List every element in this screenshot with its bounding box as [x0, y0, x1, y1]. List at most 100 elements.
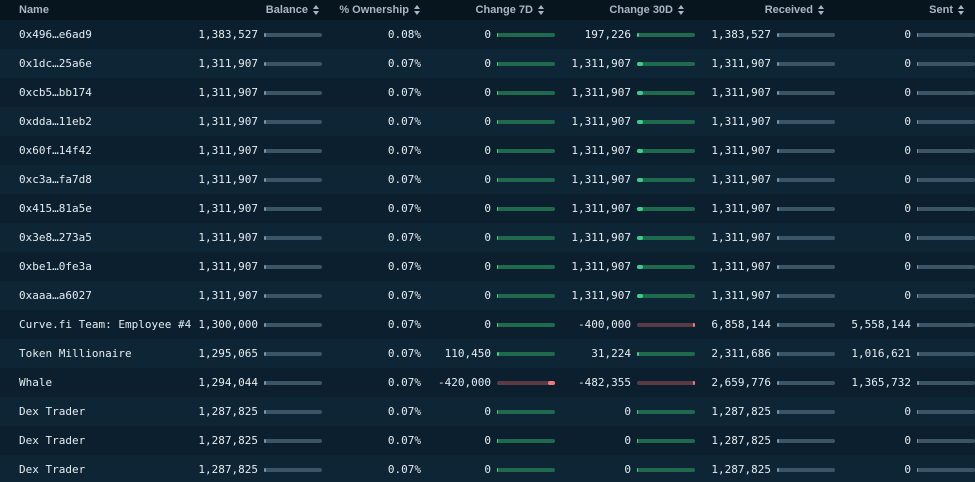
ownership-value: 0.07% — [387, 231, 421, 244]
change30d-value: 1,311,907 — [571, 289, 631, 302]
holder-name[interactable]: 0x415…81a5e — [0, 202, 190, 215]
sent-value: 0 — [904, 28, 911, 41]
holder-name-text: 0xcb5…bb174 — [19, 86, 92, 99]
change30d-bar-fill — [637, 409, 638, 414]
ownership-value: 0.07% — [387, 57, 421, 70]
table-row[interactable]: 0x415…81a5e 1,311,907 0.07% 0 1,311,907 … — [0, 194, 975, 223]
table-row[interactable]: Token Millionaire 1,295,065 0.07% 110,45… — [0, 339, 975, 368]
table-row[interactable]: 0x496…e6ad9 1,383,527 0.08% 0 197,226 1,… — [0, 20, 975, 49]
ownership-value: 0.07% — [387, 202, 421, 215]
received-bar — [777, 148, 835, 153]
holder-name-text: 0x60f…14f42 — [19, 144, 92, 157]
sent-bar — [917, 438, 975, 443]
column-header-change7d[interactable]: Change 7D — [425, 4, 555, 16]
change30d-cell: -400,000 — [555, 318, 695, 331]
ownership-cell: 0.07% — [330, 231, 425, 244]
table-row[interactable]: 0xc3a…fa7d8 1,311,907 0.07% 0 1,311,907 … — [0, 165, 975, 194]
received-bar-fill — [777, 206, 779, 211]
balance-bar — [264, 293, 322, 298]
table-row[interactable]: 0xdda…11eb2 1,311,907 0.07% 0 1,311,907 … — [0, 107, 975, 136]
sent-bar — [917, 293, 975, 298]
balance-bar — [264, 119, 322, 124]
change30d-bar — [637, 467, 695, 472]
sent-value: 0 — [904, 405, 911, 418]
balance-bar-fill — [264, 264, 266, 269]
received-value: 1,311,907 — [711, 260, 771, 273]
sent-cell: 0 — [835, 57, 975, 70]
column-header-name[interactable]: Name — [0, 4, 190, 16]
table-row[interactable]: Dex Trader 1,287,825 0.07% 0 0 1,287,825… — [0, 455, 975, 482]
sent-bar — [917, 206, 975, 211]
balance-bar-fill — [264, 90, 266, 95]
holder-name[interactable]: Dex Trader — [0, 463, 190, 476]
sent-cell: 0 — [835, 173, 975, 186]
change7d-value: 0 — [484, 202, 491, 215]
received-value: 2,659,776 — [711, 376, 771, 389]
table-row[interactable]: Dex Trader 1,287,825 0.07% 0 0 1,287,825… — [0, 426, 975, 455]
change30d-cell: 1,311,907 — [555, 144, 695, 157]
change7d-value: 0 — [484, 86, 491, 99]
holder-name-text: 0xc3a…fa7d8 — [19, 173, 92, 186]
change30d-bar-fill — [637, 351, 639, 356]
holder-name[interactable]: 0xdda…11eb2 — [0, 115, 190, 128]
change7d-cell: 0 — [425, 173, 555, 186]
balance-bar-fill — [264, 438, 266, 443]
table-row[interactable]: 0x3e8…273a5 1,311,907 0.07% 0 1,311,907 … — [0, 223, 975, 252]
ownership-cell: 0.07% — [330, 260, 425, 273]
holder-name[interactable]: Whale — [0, 376, 190, 389]
table-row[interactable]: 0x1dc…25a6e 1,311,907 0.07% 0 1,311,907 … — [0, 49, 975, 78]
balance-bar — [264, 235, 322, 240]
ownership-value: 0.07% — [387, 347, 421, 360]
sent-bar-fill — [917, 351, 919, 356]
table-row[interactable]: 0xcb5…bb174 1,311,907 0.07% 0 1,311,907 … — [0, 78, 975, 107]
received-value: 1,311,907 — [711, 144, 771, 157]
column-header-sent[interactable]: Sent — [835, 4, 975, 16]
received-cell: 1,311,907 — [695, 144, 835, 157]
change30d-value: 0 — [624, 463, 631, 476]
change7d-bar — [497, 264, 555, 269]
holder-name[interactable]: Dex Trader — [0, 434, 190, 447]
holder-name[interactable]: Dex Trader — [0, 405, 190, 418]
holder-name[interactable]: Token Millionaire — [0, 347, 190, 360]
table-row[interactable]: Dex Trader 1,287,825 0.07% 0 0 1,287,825… — [0, 397, 975, 426]
change7d-bar — [497, 293, 555, 298]
change7d-bar-fill — [497, 32, 498, 37]
received-bar — [777, 177, 835, 182]
change30d-value: 0 — [624, 434, 631, 447]
table-row[interactable]: Whale 1,294,044 0.07% -420,000 -482,355 … — [0, 368, 975, 397]
change30d-bar — [637, 119, 695, 124]
received-value: 1,311,907 — [711, 202, 771, 215]
table-row[interactable]: Curve.fi Team: Employee #4 1,300,000 0.0… — [0, 310, 975, 339]
change7d-bar — [497, 380, 555, 385]
change7d-value: 0 — [484, 260, 491, 273]
ownership-value: 0.07% — [387, 260, 421, 273]
change30d-cell: 1,311,907 — [555, 289, 695, 302]
received-bar-fill — [777, 293, 779, 298]
holder-name[interactable]: 0x1dc…25a6e — [0, 57, 190, 70]
holder-name[interactable]: 0x3e8…273a5 — [0, 231, 190, 244]
holder-name[interactable]: Curve.fi Team: Employee #4 — [0, 318, 191, 331]
change7d-bar — [497, 61, 555, 66]
received-value: 1,287,825 — [711, 463, 771, 476]
ownership-cell: 0.07% — [330, 57, 425, 70]
balance-value: 1,294,044 — [198, 376, 258, 389]
column-header-ownership[interactable]: % Ownership — [330, 4, 425, 16]
received-bar-fill — [777, 61, 779, 66]
holder-name[interactable]: 0xc3a…fa7d8 — [0, 173, 190, 186]
sent-bar — [917, 322, 975, 327]
change7d-value: 0 — [484, 318, 491, 331]
table-row[interactable]: 0x60f…14f42 1,311,907 0.07% 0 1,311,907 … — [0, 136, 975, 165]
table-row[interactable]: 0xbe1…0fe3a 1,311,907 0.07% 0 1,311,907 … — [0, 252, 975, 281]
column-header-change30d[interactable]: Change 30D — [555, 4, 695, 16]
column-header-balance[interactable]: Balance — [190, 4, 330, 16]
holder-name[interactable]: 0x60f…14f42 — [0, 144, 190, 157]
holder-name[interactable]: 0xcb5…bb174 — [0, 86, 190, 99]
column-header-received[interactable]: Received — [695, 4, 835, 16]
received-bar-fill — [777, 351, 779, 356]
received-value: 1,311,907 — [711, 173, 771, 186]
holder-name[interactable]: 0x496…e6ad9 — [0, 28, 190, 41]
holder-name[interactable]: 0xaaa…a6027 — [0, 289, 190, 302]
holder-name[interactable]: 0xbe1…0fe3a — [0, 260, 190, 273]
table-row[interactable]: 0xaaa…a6027 1,311,907 0.07% 0 1,311,907 … — [0, 281, 975, 310]
sent-bar-fill — [917, 380, 919, 385]
